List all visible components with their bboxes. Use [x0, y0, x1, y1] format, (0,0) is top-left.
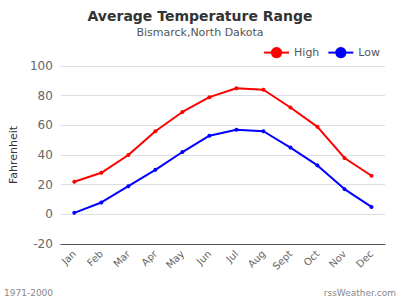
svg-text:60: 60	[38, 118, 53, 132]
svg-text:Apr: Apr	[139, 247, 160, 268]
svg-text:20: 20	[38, 178, 53, 192]
svg-text:Oct: Oct	[301, 248, 321, 268]
svg-text:100: 100	[30, 59, 53, 73]
svg-text:1971-2000: 1971-2000	[4, 288, 53, 298]
svg-text:Mar: Mar	[111, 247, 133, 269]
svg-text:High: High	[294, 46, 319, 59]
svg-text:Jun: Jun	[194, 248, 214, 268]
svg-text:Average Temperature Range: Average Temperature Range	[88, 8, 313, 24]
svg-text:Bismarck,North Dakota: Bismarck,North Dakota	[136, 26, 263, 39]
svg-text:Feb: Feb	[85, 248, 105, 268]
svg-text:May: May	[164, 248, 186, 270]
svg-text:Sept: Sept	[270, 248, 294, 272]
svg-text:Nov: Nov	[327, 248, 349, 270]
svg-text:Low: Low	[358, 46, 380, 59]
svg-text:Aug: Aug	[246, 248, 268, 270]
svg-text:80: 80	[38, 89, 53, 103]
svg-text:0: 0	[45, 207, 53, 221]
svg-text:Dec: Dec	[354, 248, 375, 269]
svg-text:Fahrenheit: Fahrenheit	[7, 125, 20, 184]
svg-text:rssWeather.com: rssWeather.com	[324, 288, 396, 298]
svg-text:40: 40	[38, 148, 53, 162]
svg-text:Jan: Jan	[59, 248, 78, 267]
svg-text:Jul: Jul	[223, 248, 240, 265]
svg-text:-20: -20	[33, 237, 53, 251]
